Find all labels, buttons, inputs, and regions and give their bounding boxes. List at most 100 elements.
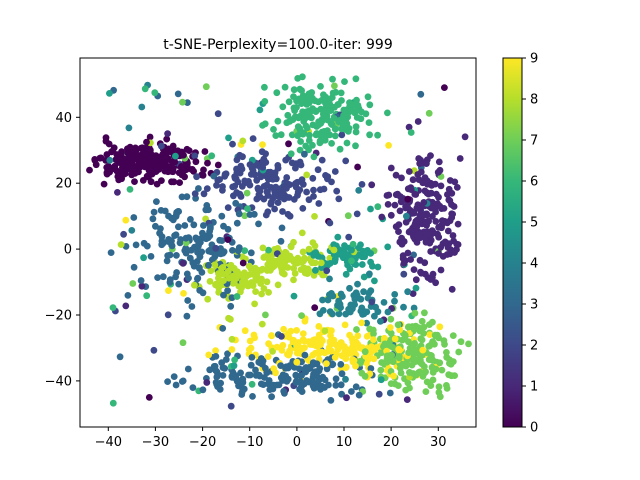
scatter-point	[273, 343, 281, 351]
scatter-point	[241, 327, 249, 335]
scatter-point	[205, 206, 212, 214]
scatter-point	[107, 249, 115, 256]
scatter-point	[404, 323, 412, 331]
scatter-point	[250, 210, 258, 218]
scatter-point	[357, 359, 364, 367]
scatter-point	[448, 201, 455, 209]
colorbar-tick-label: 6	[530, 175, 538, 190]
scatter-point	[220, 291, 227, 299]
scatter-point	[166, 278, 174, 286]
colorbar-tick-label: 9	[530, 52, 538, 67]
scatter-point	[287, 150, 295, 158]
scatter-point	[281, 263, 289, 271]
scatter-point	[297, 161, 305, 169]
scatter-point	[348, 302, 356, 309]
scatter-point	[410, 304, 418, 312]
scatter-point	[158, 142, 165, 150]
scatter-point	[262, 311, 269, 319]
scatter-point	[303, 124, 311, 132]
scatter-point	[170, 178, 178, 186]
scatter-point	[252, 366, 259, 374]
scatter-point	[197, 239, 204, 246]
scatter-point	[400, 270, 408, 278]
scatter-point	[366, 131, 373, 139]
scatter-point	[346, 284, 353, 292]
scatter-point	[417, 168, 425, 176]
scatter-point	[405, 123, 413, 131]
scatter-point	[253, 176, 261, 184]
scatter-point	[212, 347, 220, 355]
scatter-point	[259, 164, 267, 171]
scatter-point	[111, 165, 119, 173]
scatter-point	[331, 168, 339, 175]
scatter-point	[204, 159, 211, 167]
scatter-point	[360, 288, 367, 296]
scatter-point	[420, 211, 428, 219]
scatter-point	[353, 210, 361, 218]
scatter-point	[138, 282, 146, 290]
scatter-point	[140, 254, 148, 262]
scatter-point	[321, 136, 329, 144]
scatter-point	[163, 257, 171, 265]
colorbar-tick-label: 8	[530, 93, 538, 108]
scatter-point	[258, 320, 266, 328]
scatter-point	[444, 191, 451, 198]
scatter-point	[436, 166, 444, 174]
scatter-point	[374, 203, 382, 211]
scatter-point	[172, 273, 180, 281]
scatter-point	[255, 371, 263, 379]
y-tick-label: −40	[45, 374, 72, 389]
colorbar-tick-label: 2	[530, 339, 538, 354]
scatter-point	[417, 356, 424, 364]
scatter-point	[371, 277, 378, 285]
scatter-point	[449, 332, 457, 339]
scatter-point	[448, 372, 455, 380]
scatter-point	[404, 195, 412, 203]
scatter-point	[174, 147, 182, 155]
scatter-point	[106, 90, 113, 97]
scatter-point	[429, 376, 437, 384]
scatter-point	[102, 134, 110, 142]
scatter-point	[409, 176, 417, 184]
scatter-point	[428, 181, 436, 189]
scatter-point	[272, 132, 280, 140]
scatter-point	[330, 241, 338, 249]
scatter-point	[338, 370, 346, 378]
scatter-point	[323, 360, 330, 367]
scatter-point	[315, 350, 322, 358]
scatter-point	[445, 185, 453, 193]
scatter-point	[252, 272, 259, 280]
scatter-point	[381, 340, 389, 348]
scatter-point	[261, 253, 268, 261]
scatter-point	[449, 232, 457, 239]
scatter-point	[285, 140, 292, 148]
scatter-point	[339, 352, 347, 360]
scatter-point	[354, 280, 361, 288]
scatter-point	[403, 212, 410, 220]
scatter-point	[337, 339, 345, 346]
scatter-point	[348, 246, 355, 254]
scatter-point	[377, 366, 385, 374]
scatter-point	[346, 308, 354, 316]
scatter-point	[216, 236, 224, 244]
scatter-point	[386, 324, 394, 331]
scatter-point	[310, 379, 318, 387]
scatter-point	[284, 180, 291, 188]
scatter-point	[342, 157, 350, 165]
scatter-point	[421, 270, 429, 278]
colorbar-tick-label: 3	[530, 298, 538, 313]
scatter-point	[212, 280, 220, 288]
scatter-point	[395, 345, 403, 353]
scatter-point	[348, 388, 355, 395]
scatter-point	[174, 90, 182, 98]
scatter-point	[259, 381, 267, 388]
scatter-point	[124, 292, 132, 299]
scatter-point	[268, 332, 275, 340]
scatter-point	[423, 177, 431, 185]
scatter-point	[262, 150, 269, 158]
scatter-point	[321, 384, 328, 391]
scatter-point	[271, 169, 279, 177]
scatter-point	[265, 264, 272, 271]
scatter-point	[273, 381, 281, 389]
scatter-point	[435, 233, 443, 241]
